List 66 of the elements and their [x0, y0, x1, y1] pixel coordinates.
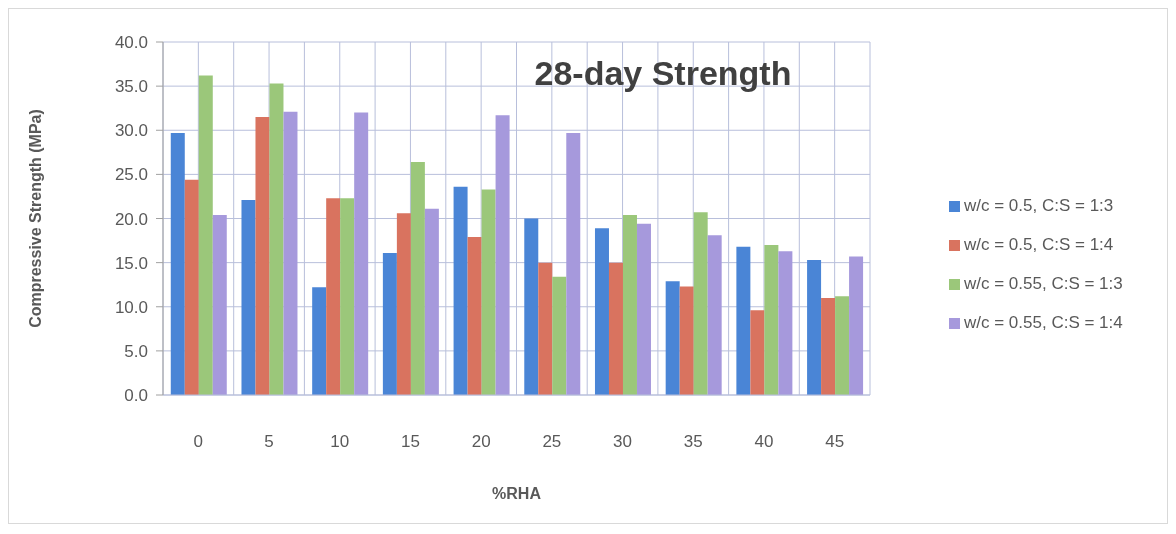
bar [326, 198, 341, 395]
y-tick-label: 10.0 [114, 297, 148, 317]
legend-label: w/c = 0.55, C:S = 1:3 [964, 274, 1123, 293]
bar [736, 246, 751, 395]
bar [467, 237, 482, 395]
bar [566, 132, 581, 395]
y-tick-label: 0.0 [124, 386, 148, 406]
bar [778, 251, 793, 395]
bar [354, 112, 369, 395]
bar [665, 281, 680, 395]
bar [481, 189, 496, 395]
bar [198, 75, 213, 395]
legend-label: w/c = 0.5, C:S = 1:4 [964, 235, 1114, 254]
bar [707, 235, 722, 395]
bar [453, 186, 468, 395]
bar [524, 218, 539, 395]
bar [750, 310, 765, 395]
bar [241, 199, 256, 395]
bar [255, 117, 270, 395]
y-axis-title: Compressive Strength (MPa) [26, 109, 44, 328]
bar [679, 286, 694, 395]
x-tick-label: 25 [542, 432, 562, 452]
x-tick-label: 30 [613, 432, 633, 452]
bar [269, 83, 284, 395]
bar [807, 259, 822, 395]
bar [170, 132, 185, 395]
y-tick-label: 25.0 [114, 165, 148, 185]
x-tick-label: 10 [330, 432, 350, 452]
x-tick-label: 5 [264, 432, 274, 452]
bar [608, 262, 623, 395]
bar [424, 208, 439, 395]
bar [283, 111, 298, 395]
bar [212, 214, 227, 395]
legend-label: w/c = 0.55, C:S = 1:4 [964, 313, 1123, 332]
bar [312, 287, 327, 395]
bar [382, 252, 397, 395]
bar [594, 228, 609, 395]
x-tick-label: 20 [471, 432, 491, 452]
y-tick-label: 15.0 [114, 253, 148, 273]
bar [693, 212, 708, 395]
bar [396, 213, 411, 395]
bar [340, 198, 355, 395]
bar [552, 276, 567, 395]
bar [410, 162, 425, 395]
x-axis-title: %RHA [492, 485, 542, 502]
bar [764, 244, 779, 395]
x-tick-label: 15 [400, 432, 420, 452]
bar [184, 179, 199, 395]
bar [849, 256, 864, 395]
bar [538, 262, 553, 395]
legend-label: w/c = 0.5, C:S = 1:3 [964, 196, 1114, 215]
x-tick-label: 0 [193, 432, 204, 452]
y-tick-label: 20.0 [114, 209, 148, 229]
bar [821, 297, 836, 395]
y-tick-label: 5.0 [124, 341, 148, 361]
x-tick-label: 40 [754, 432, 774, 452]
y-tick-label: 40.0 [114, 33, 148, 53]
y-tick-label: 30.0 [114, 121, 148, 141]
x-tick-label: 35 [683, 432, 703, 452]
bar [835, 296, 850, 395]
bar [622, 214, 637, 395]
x-tick-label: 45 [825, 432, 845, 452]
y-tick-label: 35.0 [114, 77, 148, 97]
chart-title: 28-day Strength [533, 53, 793, 93]
bar [495, 115, 510, 395]
bar [636, 223, 651, 395]
